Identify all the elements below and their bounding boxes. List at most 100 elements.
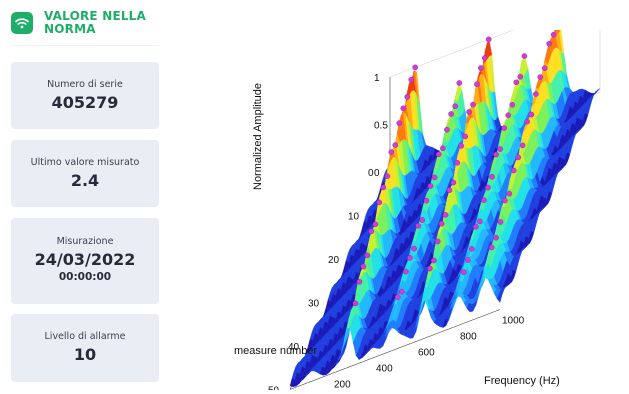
last-value-card: Ultimo valore misurato 2.4 [11, 140, 159, 207]
peak-marker [506, 190, 513, 197]
peak-marker [510, 167, 517, 174]
x-tick-label: 600 [418, 348, 435, 359]
z-axis-label: Normalized Amplitude [252, 83, 264, 190]
peak-marker [412, 64, 418, 71]
peak-marker [396, 120, 403, 126]
peak-marker [509, 101, 516, 108]
z-tick-label: 0.5 [374, 121, 388, 132]
peak-marker [376, 199, 383, 206]
alarm-level-value: 10 [73, 345, 97, 364]
peak-marker [528, 111, 535, 118]
alarm-level-card: Livello di allarme 10 [11, 314, 159, 382]
waterfall-3d-chart: 00.510102030405002004006008001000 Normal… [234, 30, 601, 390]
wifi-icon [11, 12, 33, 34]
peak-marker [458, 143, 465, 149]
y-axis-label: measure number [234, 345, 317, 357]
peak-marker [384, 173, 391, 179]
peak-marker [478, 65, 484, 71]
peak-marker [444, 126, 450, 133]
peak-marker [456, 80, 463, 86]
peak-marker [408, 76, 415, 83]
peak-marker [400, 105, 407, 112]
last-value-label: Ultimo valore misurato [30, 157, 140, 168]
peak-marker [352, 300, 359, 307]
peak-marker [477, 218, 483, 225]
z-tick-label: 1 [374, 73, 380, 84]
peak-marker [521, 53, 528, 59]
peak-marker [533, 91, 539, 97]
surface [289, 30, 601, 388]
peak-marker [454, 160, 461, 166]
y-tick-label: 20 [328, 255, 340, 266]
measurement-date: 24/03/2022 [34, 250, 136, 269]
peak-marker [394, 294, 401, 301]
peak-marker [398, 288, 405, 295]
peak-marker [515, 154, 521, 161]
peak-marker [440, 145, 446, 152]
peak-marker [464, 257, 471, 263]
peak-marker [519, 142, 526, 149]
peak-marker [489, 174, 495, 180]
y-tick-label: 30 [308, 299, 320, 310]
peak-marker [403, 268, 409, 275]
peak-marker [470, 101, 476, 108]
peak-markers [352, 31, 557, 307]
peak-marker [497, 219, 504, 225]
peak-marker [468, 246, 475, 252]
peak-marker [404, 94, 411, 100]
peak-marker [380, 184, 387, 191]
peak-marker [360, 263, 367, 270]
peak-marker [431, 174, 438, 181]
peak-marker [364, 252, 371, 259]
peak-marker [466, 109, 472, 115]
status-label: VALORE NELLA NORMA [44, 9, 147, 36]
peak-marker [460, 269, 467, 275]
peak-marker [388, 149, 395, 155]
peak-marker [550, 31, 557, 38]
peak-marker [438, 220, 445, 227]
peak-marker [541, 65, 548, 72]
peak-marker [431, 257, 437, 264]
peak-marker [356, 278, 363, 285]
peak-marker [485, 36, 492, 43]
peak-marker [537, 74, 544, 80]
y-tick-label: 0 [368, 168, 374, 179]
back-grid-line [389, 30, 515, 78]
measurement-time: 00:00:00 [58, 271, 112, 283]
alarm-level-label: Livello di allarme [44, 331, 126, 342]
peak-marker [488, 244, 495, 251]
peak-marker [513, 79, 520, 86]
peak-marker [502, 197, 508, 204]
peak-marker [368, 228, 375, 235]
last-value-value: 2.4 [70, 171, 100, 190]
peak-marker [450, 179, 457, 186]
peak-marker [448, 111, 454, 117]
peak-marker [411, 245, 417, 252]
serial-number-value: 405279 [51, 93, 119, 112]
peak-marker [505, 112, 512, 118]
peak-marker [481, 55, 488, 61]
peak-marker [473, 224, 479, 230]
peak-marker [392, 142, 399, 148]
peak-marker [462, 133, 468, 140]
x-tick-label: 400 [376, 364, 393, 375]
y-tick-label: 40 [288, 342, 300, 353]
peak-marker [427, 183, 434, 189]
peak-marker [419, 217, 426, 223]
peak-marker [442, 212, 449, 218]
peak-marker [427, 265, 433, 272]
x-axis-label: Frequency (Hz) [484, 375, 560, 387]
measurement-label: Misurazione [56, 236, 114, 247]
peak-marker [517, 73, 524, 80]
peak-marker [546, 40, 552, 47]
peak-marker [481, 197, 487, 203]
y-tick-label: 10 [348, 212, 360, 223]
serial-number-card: Numero di serie 405279 [11, 62, 159, 129]
peak-marker [485, 184, 491, 191]
peak-marker [524, 118, 530, 125]
peak-marker [407, 255, 413, 261]
peak-marker [493, 234, 499, 241]
measurement-card: Misurazione 24/03/2022 00:00:00 [11, 218, 159, 304]
peak-marker [434, 238, 441, 245]
peak-marker [474, 81, 480, 88]
